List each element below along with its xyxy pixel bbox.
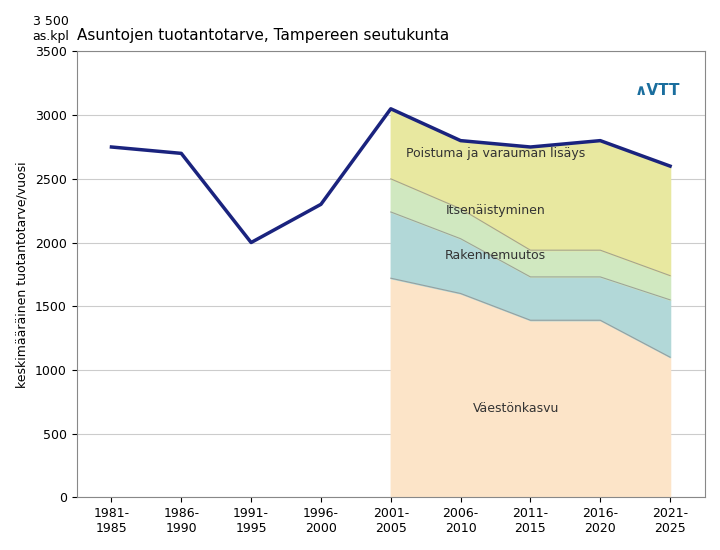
- Text: Väestönkasvu: Väestönkasvu: [473, 402, 559, 415]
- Text: Poistuma ja varauman lisäys: Poistuma ja varauman lisäys: [406, 147, 585, 160]
- Text: Asuntojen tuotantotarve, Tampereen seutukunta: Asuntojen tuotantotarve, Tampereen seutu…: [76, 29, 449, 43]
- Text: ∧VTT: ∧VTT: [634, 82, 680, 98]
- Text: Itsenäistyminen: Itsenäistyminen: [446, 204, 545, 217]
- Text: 3 500
as.kpl: 3 500 as.kpl: [32, 14, 69, 42]
- Y-axis label: keskimääräinen tuotantotarve/vuosi: keskimääräinen tuotantotarve/vuosi: [15, 161, 28, 388]
- Text: Rakennemuutos: Rakennemuutos: [445, 249, 546, 262]
